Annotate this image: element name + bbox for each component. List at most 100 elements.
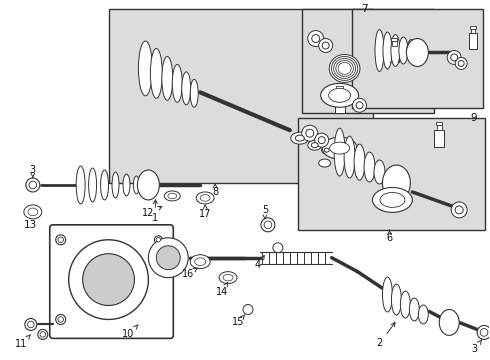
Circle shape: [261, 218, 275, 232]
Ellipse shape: [311, 143, 318, 148]
Bar: [437, 125, 441, 130]
Circle shape: [27, 321, 34, 328]
Circle shape: [40, 332, 46, 337]
Ellipse shape: [375, 30, 384, 71]
Circle shape: [451, 54, 458, 61]
Bar: [392, 41, 397, 46]
Ellipse shape: [392, 284, 401, 315]
Circle shape: [322, 42, 329, 49]
Ellipse shape: [439, 310, 459, 336]
Ellipse shape: [112, 172, 119, 198]
Ellipse shape: [200, 195, 210, 201]
Ellipse shape: [334, 58, 356, 78]
Circle shape: [58, 317, 63, 322]
Circle shape: [312, 35, 319, 42]
Bar: [108, 9, 372, 183]
Bar: [335, 94, 344, 113]
Bar: [337, 89, 342, 94]
Text: 10: 10: [122, 325, 138, 339]
Circle shape: [455, 58, 467, 69]
Ellipse shape: [322, 146, 332, 154]
Text: 11: 11: [15, 334, 31, 349]
Text: 3: 3: [30, 165, 36, 178]
Ellipse shape: [354, 144, 365, 180]
Text: 12: 12: [142, 206, 162, 218]
Circle shape: [26, 178, 40, 192]
Ellipse shape: [172, 64, 182, 102]
Ellipse shape: [383, 277, 392, 312]
Circle shape: [25, 319, 37, 330]
Circle shape: [458, 60, 464, 67]
Ellipse shape: [190, 255, 210, 269]
Ellipse shape: [162, 57, 173, 100]
Bar: [469, 33, 477, 49]
Ellipse shape: [190, 80, 198, 107]
Circle shape: [306, 129, 314, 137]
Ellipse shape: [150, 49, 162, 98]
Ellipse shape: [308, 140, 322, 150]
Circle shape: [315, 133, 329, 147]
Bar: [435, 130, 444, 147]
Ellipse shape: [336, 60, 353, 76]
Text: 8: 8: [212, 184, 218, 197]
Circle shape: [56, 315, 66, 324]
Ellipse shape: [418, 305, 428, 324]
Ellipse shape: [331, 57, 358, 80]
Ellipse shape: [295, 135, 304, 141]
Circle shape: [58, 237, 63, 243]
Circle shape: [38, 329, 48, 339]
Ellipse shape: [168, 193, 177, 199]
Text: 16: 16: [182, 268, 197, 279]
Ellipse shape: [100, 170, 108, 200]
Ellipse shape: [329, 54, 360, 82]
Ellipse shape: [219, 272, 237, 284]
Ellipse shape: [291, 132, 309, 144]
Ellipse shape: [334, 128, 345, 176]
Ellipse shape: [372, 188, 413, 212]
Text: 2: 2: [376, 323, 395, 348]
Bar: [302, 9, 434, 113]
Circle shape: [69, 240, 148, 319]
Bar: [298, 118, 485, 230]
Circle shape: [477, 325, 490, 339]
Ellipse shape: [324, 148, 329, 152]
Ellipse shape: [383, 165, 410, 201]
Bar: [392, 38, 397, 41]
Ellipse shape: [391, 35, 400, 67]
Text: 17: 17: [199, 205, 211, 219]
Bar: [352, 9, 483, 108]
Ellipse shape: [406, 39, 428, 67]
Circle shape: [156, 238, 161, 242]
Circle shape: [29, 181, 37, 189]
Circle shape: [318, 137, 325, 144]
Text: 6: 6: [387, 230, 392, 243]
Text: 1: 1: [152, 200, 158, 223]
Ellipse shape: [329, 88, 350, 102]
Circle shape: [56, 235, 66, 245]
Text: 7: 7: [361, 4, 368, 14]
Ellipse shape: [322, 137, 357, 159]
Text: 3: 3: [471, 340, 482, 354]
Ellipse shape: [383, 32, 392, 69]
Ellipse shape: [138, 41, 152, 96]
Circle shape: [480, 329, 488, 336]
Ellipse shape: [223, 274, 233, 281]
Bar: [336, 86, 343, 89]
Ellipse shape: [196, 192, 214, 204]
Ellipse shape: [318, 159, 331, 167]
FancyBboxPatch shape: [50, 225, 173, 338]
Ellipse shape: [399, 37, 408, 64]
Ellipse shape: [89, 168, 97, 202]
Text: 4: 4: [255, 256, 264, 270]
Bar: [471, 29, 475, 33]
Circle shape: [154, 236, 162, 244]
Ellipse shape: [374, 160, 385, 184]
Ellipse shape: [330, 142, 349, 154]
Ellipse shape: [407, 40, 416, 62]
Ellipse shape: [182, 72, 191, 105]
Ellipse shape: [195, 258, 206, 266]
Circle shape: [83, 254, 134, 306]
Ellipse shape: [76, 166, 85, 204]
Ellipse shape: [321, 84, 359, 107]
Circle shape: [356, 102, 363, 109]
